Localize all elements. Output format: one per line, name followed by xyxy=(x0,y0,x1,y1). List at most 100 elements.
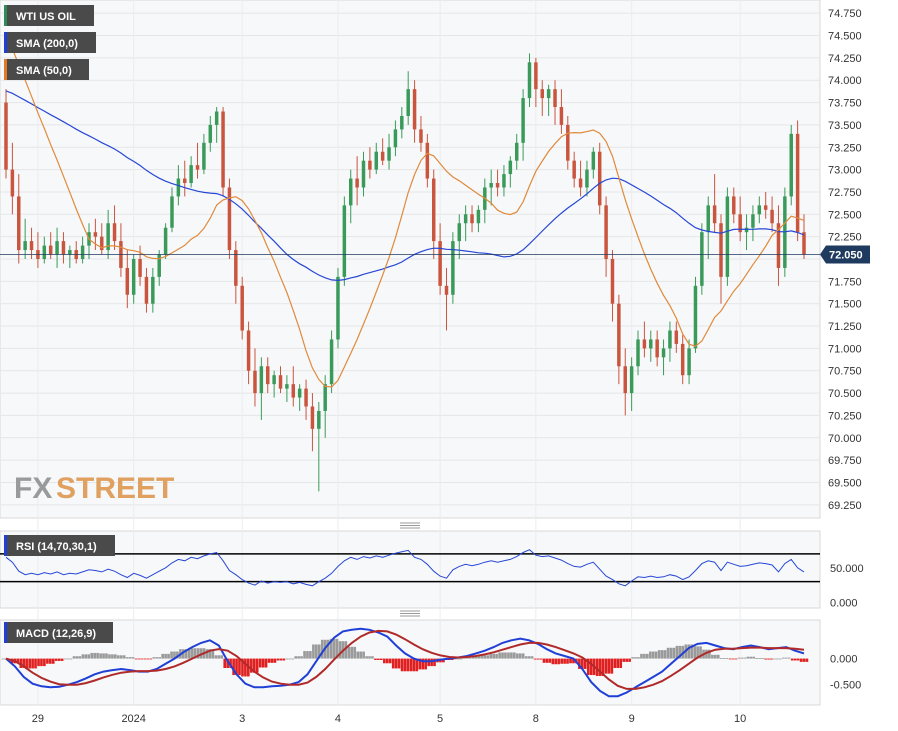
candle xyxy=(297,384,302,411)
macd-histogram-bar xyxy=(554,658,558,665)
macd-histogram-bar xyxy=(625,658,628,662)
rsi-axis: 50.000 0.000 xyxy=(830,563,864,610)
macd-histogram-bar xyxy=(527,656,531,659)
macd-histogram-bar xyxy=(492,653,495,659)
legend-sma200[interactable]: SMA (200,0) xyxy=(4,32,96,53)
macd-histogram-bar xyxy=(400,658,404,672)
candle xyxy=(508,156,513,188)
macd-histogram-bar xyxy=(75,656,79,659)
macd-histogram-bar xyxy=(220,655,224,659)
macd-histogram-bar xyxy=(631,657,634,659)
candle xyxy=(795,120,800,242)
macd-resize-handle[interactable] xyxy=(400,610,420,617)
candle xyxy=(329,330,334,394)
legend-wti[interactable]: WTI US OIL xyxy=(4,5,94,26)
price-axis: 74.750 74.500 74.250 74.000 73.750 73.500 73.2… xyxy=(828,8,862,512)
macd-histogram-bar xyxy=(99,653,102,659)
macd-histogram-bar xyxy=(415,658,419,672)
macd-histogram-bar xyxy=(335,638,339,659)
x-tick-label: 29 xyxy=(32,713,44,725)
macd-histogram-bar xyxy=(1,658,5,660)
macd-histogram-bar xyxy=(483,655,487,659)
candle xyxy=(655,330,659,367)
price-grid xyxy=(0,12,820,506)
macd-histogram-bar xyxy=(84,654,88,659)
macd-histogram-bar xyxy=(498,652,501,659)
macd-histogram-bar xyxy=(96,652,99,659)
macd-histogram-bar xyxy=(654,651,658,659)
macd-histogram-bar xyxy=(108,654,111,659)
macd-tick-label: 0.000 xyxy=(830,654,858,666)
candle xyxy=(610,250,615,322)
macd-histogram-bar xyxy=(578,658,581,669)
macd-histogram-bar xyxy=(489,653,493,659)
x-tick-label: 8 xyxy=(533,713,539,725)
macd-histogram-bar xyxy=(725,658,729,659)
rsi-panel xyxy=(0,530,821,609)
macd-histogram-bar xyxy=(651,651,655,659)
candle xyxy=(438,223,442,295)
legend-macd[interactable]: MACD (12,26,9) xyxy=(4,622,113,643)
candle xyxy=(623,348,627,416)
candle xyxy=(23,218,27,259)
macd-histogram-bar xyxy=(468,657,472,659)
price-tick-label: 70.250 xyxy=(828,410,862,422)
macd-histogram-bar xyxy=(282,658,286,661)
candle xyxy=(157,250,161,286)
macd-histogram-bar xyxy=(374,658,377,660)
macd-histogram-bar xyxy=(161,653,164,659)
macd-histogram-bar xyxy=(158,657,161,659)
rsi-line xyxy=(5,549,805,587)
candle xyxy=(444,267,449,331)
candle xyxy=(246,321,251,385)
macd-histogram-bar xyxy=(60,658,64,661)
macd-histogram-bar xyxy=(54,658,58,661)
candle xyxy=(738,196,742,242)
candle xyxy=(776,205,781,286)
macd-histogram-bar xyxy=(276,658,280,661)
candle xyxy=(259,357,264,420)
candle xyxy=(585,160,589,197)
macd-histogram-bar xyxy=(317,644,321,659)
macd-histogram-bar xyxy=(548,658,552,663)
macd-histogram-bar xyxy=(421,658,425,670)
macd-histogram-bar xyxy=(687,644,691,659)
candle xyxy=(80,236,85,264)
rsi-resize-handle[interactable] xyxy=(400,522,420,529)
candle xyxy=(546,84,551,116)
macd-histogram-bar xyxy=(238,658,241,676)
macd-histogram-bar xyxy=(397,658,401,669)
candle xyxy=(336,267,340,349)
macd-histogram-bar xyxy=(649,651,652,659)
macd-histogram-bar xyxy=(779,658,782,660)
price-tick-label: 71.000 xyxy=(828,343,862,355)
macd-histogram-bar xyxy=(424,658,427,670)
price-tick-label: 73.500 xyxy=(828,120,862,132)
macd-histogram-bar xyxy=(356,651,360,659)
price-tick-label: 71.500 xyxy=(828,299,862,311)
candle xyxy=(802,214,806,259)
candles xyxy=(4,53,806,492)
candle xyxy=(202,133,206,175)
macd-histogram-bar xyxy=(385,658,389,664)
candle xyxy=(374,142,379,175)
candle xyxy=(725,187,730,286)
candle xyxy=(680,334,685,385)
candle xyxy=(559,89,564,134)
macd-histogram-bar xyxy=(764,658,767,660)
macd-histogram-bar xyxy=(672,647,676,659)
macd-histogram-bar xyxy=(232,658,235,676)
macd-histogram-bar xyxy=(566,658,569,664)
candle xyxy=(68,245,72,268)
legend-rsi[interactable]: RSI (14,70,30,1) xyxy=(4,535,115,556)
macd-histogram-bar xyxy=(516,653,519,659)
candle xyxy=(208,115,213,152)
candle xyxy=(463,205,468,242)
candle xyxy=(183,160,187,197)
macd-histogram-bar xyxy=(456,658,460,660)
macd-histogram-bar xyxy=(477,656,481,659)
rsi-tick-label: 0.000 xyxy=(830,598,858,610)
macd-histogram-bar xyxy=(539,658,543,660)
macd-histogram-bar xyxy=(49,658,52,664)
legend-sma50[interactable]: SMA (50,0) xyxy=(4,59,89,80)
